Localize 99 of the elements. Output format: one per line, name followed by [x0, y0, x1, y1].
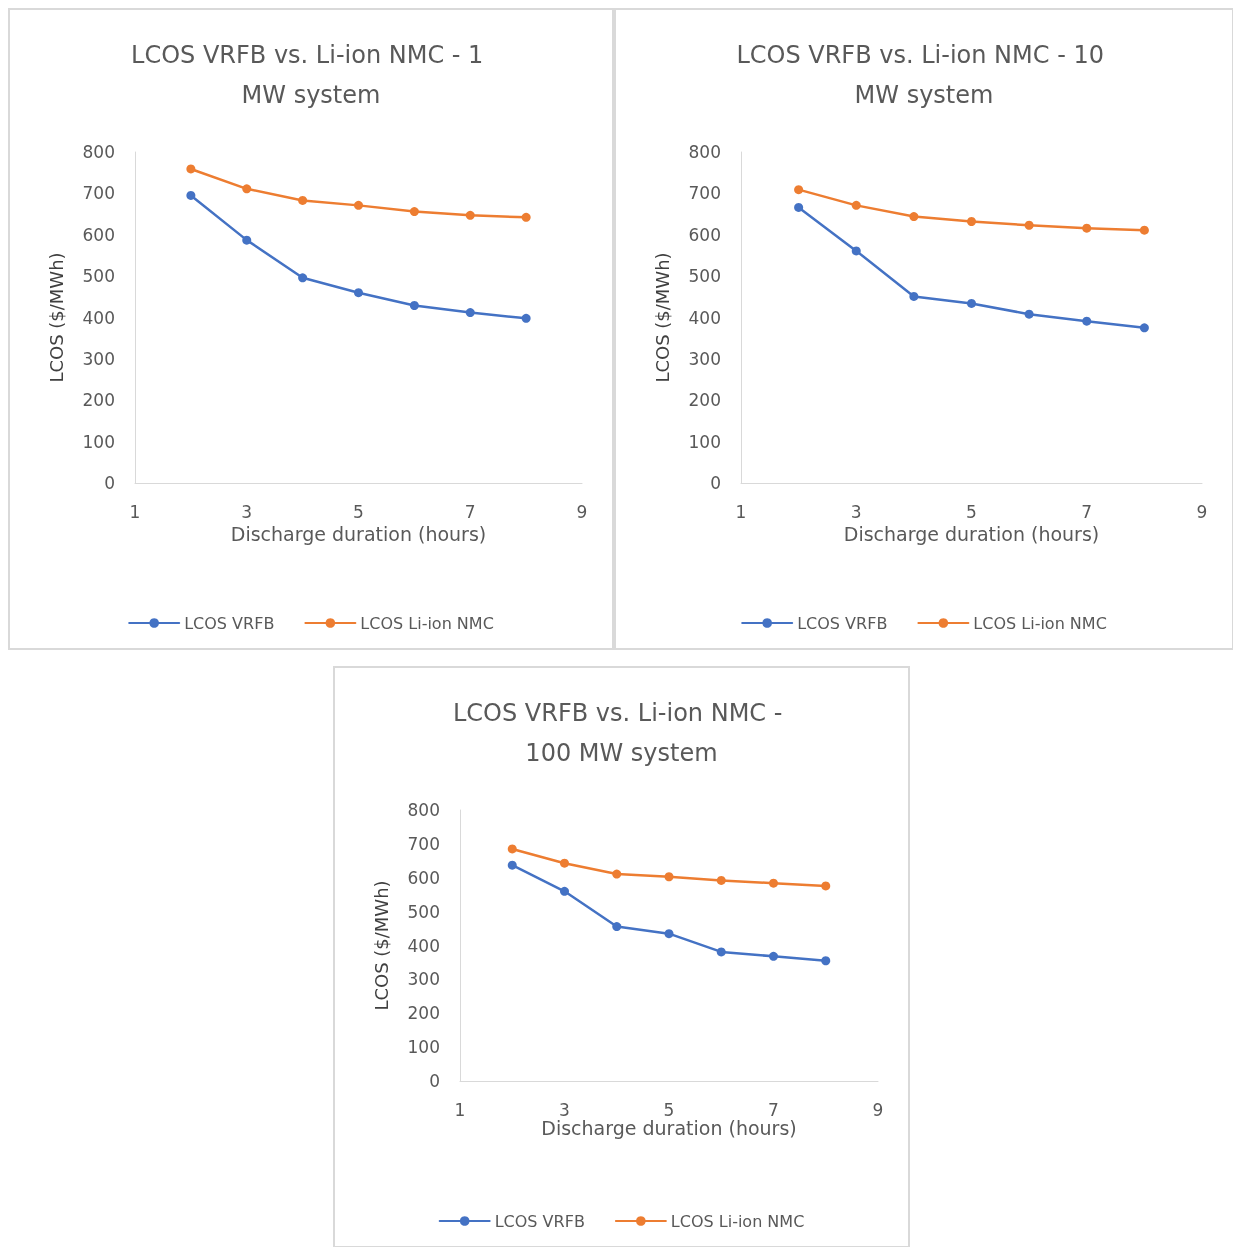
y-tick-label: 400 — [688, 307, 721, 328]
x-tick-label: 3 — [241, 501, 253, 522]
x-tick-label: 7 — [464, 501, 476, 522]
point — [560, 858, 569, 868]
point — [1139, 225, 1149, 235]
y-tick-label: 300 — [407, 969, 440, 990]
y-tick-label: 800 — [407, 800, 440, 820]
y-tick-label: 600 — [82, 224, 115, 245]
point — [465, 210, 475, 220]
point — [507, 844, 517, 854]
point — [507, 860, 517, 870]
x-tick-label: 7 — [768, 1099, 779, 1120]
x-tick-label: 3 — [559, 1099, 570, 1120]
point — [1082, 223, 1092, 233]
y-tick-label: 600 — [407, 867, 440, 888]
y-tick-label: 700 — [82, 183, 115, 204]
x-tick-label: 3 — [850, 501, 862, 522]
y-tick-label: 400 — [82, 307, 115, 328]
x-tick-label: 9 — [872, 1099, 884, 1120]
point — [967, 298, 976, 308]
y-tick-label: 500 — [407, 901, 440, 922]
point — [242, 184, 252, 194]
y-tick-label: 400 — [407, 935, 440, 956]
point — [612, 869, 622, 879]
x-tick-label: 9 — [576, 501, 588, 522]
y-tick-label: 200 — [688, 390, 721, 411]
point — [521, 313, 531, 323]
x-tick-label: 1 — [735, 501, 747, 522]
x-axis-title: Discharge duration (hours) — [230, 523, 487, 546]
x-tick-label: 7 — [1081, 501, 1093, 522]
point — [1139, 323, 1149, 333]
y-tick-label: 0 — [710, 473, 721, 493]
point — [354, 200, 363, 210]
point — [1024, 220, 1034, 230]
y-tick-label: 300 — [82, 348, 115, 369]
point — [409, 207, 419, 217]
x-axis-title: Discharge duration (hours) — [843, 523, 1100, 546]
y-tick-label: 100 — [407, 1037, 440, 1058]
x-tick-label: 1 — [129, 501, 141, 522]
y-axis-title: LCOS ($/MWh) — [651, 252, 673, 383]
legend-label: LCOS Li-ion NMC — [360, 613, 494, 633]
point — [612, 922, 622, 932]
y-tick-label: 700 — [688, 183, 721, 204]
y-tick-label: 0 — [429, 1071, 440, 1091]
y-tick-label: 800 — [688, 142, 721, 162]
y-tick-label: 200 — [82, 390, 115, 411]
point — [664, 872, 674, 882]
point — [354, 288, 363, 298]
point — [794, 202, 804, 212]
x-tick-label: 1 — [454, 1099, 466, 1120]
point — [664, 929, 674, 939]
y-tick-label: 700 — [407, 833, 440, 854]
point — [794, 185, 804, 195]
y-axis-title: LCOS ($/MWh) — [370, 880, 392, 1011]
point — [909, 212, 919, 222]
point — [465, 308, 475, 318]
point — [967, 217, 976, 227]
legend-label: LCOS VRFB — [797, 613, 888, 633]
point — [716, 875, 726, 885]
point — [851, 246, 861, 256]
y-tick-label: 0 — [104, 473, 115, 493]
x-tick-label: 5 — [663, 1099, 675, 1120]
point — [560, 886, 569, 896]
chart-title: LCOS VRFB vs. Li-ion NMC - 100 MW system — [452, 699, 791, 767]
point — [851, 200, 861, 210]
y-tick-label: 500 — [82, 266, 115, 287]
point — [1082, 316, 1092, 326]
legend-label: LCOS Li-ion NMC — [670, 1211, 805, 1231]
y-tick-label: 300 — [688, 348, 721, 369]
point — [186, 190, 196, 200]
y-tick-label: 100 — [82, 431, 115, 452]
point — [716, 947, 726, 957]
point — [298, 273, 308, 283]
chart-title: LCOS VRFB vs. Li-ion NMC - 1 MW system — [131, 41, 491, 109]
point — [298, 195, 308, 205]
y-tick-label: 500 — [688, 266, 721, 287]
y-tick-label: 200 — [407, 1003, 440, 1024]
x-axis-title: Discharge duration (hours) — [541, 1117, 797, 1140]
point — [1024, 309, 1034, 319]
point — [909, 291, 919, 301]
point — [186, 164, 196, 174]
y-tick-label: 800 — [82, 142, 115, 162]
y-tick-label: 600 — [688, 224, 721, 245]
legend-label: LCOS VRFB — [184, 613, 275, 633]
point — [521, 212, 531, 222]
point — [769, 951, 778, 961]
y-axis-title: LCOS ($/MWh) — [45, 252, 67, 383]
x-tick-label: 5 — [966, 501, 977, 522]
x-tick-label: 9 — [1196, 501, 1208, 522]
legend-label: LCOS VRFB — [494, 1211, 585, 1231]
point — [821, 956, 831, 966]
y-tick-label: 100 — [688, 431, 721, 452]
point — [821, 881, 831, 891]
x-tick-label: 5 — [353, 501, 364, 522]
point — [409, 301, 419, 310]
point — [769, 878, 778, 888]
chart-title: LCOS VRFB vs. Li-ion NMC - 10 MW system — [736, 41, 1112, 109]
legend-label: LCOS Li-ion NMC — [973, 613, 1107, 633]
point — [242, 235, 252, 245]
